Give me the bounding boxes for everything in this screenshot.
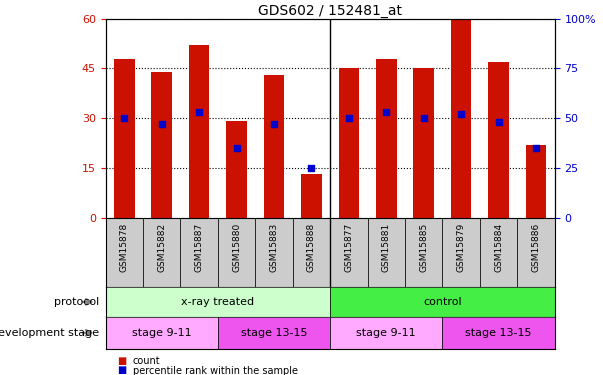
Bar: [414, 68, 434, 218]
Bar: [114, 58, 134, 217]
Bar: [405, 217, 443, 287]
Text: GSM15882: GSM15882: [157, 223, 166, 272]
Text: GSM15884: GSM15884: [494, 223, 503, 272]
Text: GSM15880: GSM15880: [232, 223, 241, 272]
Point: [194, 109, 204, 115]
Text: protocol: protocol: [54, 297, 99, 307]
Text: x-ray treated: x-ray treated: [182, 297, 254, 307]
Text: GSM15888: GSM15888: [307, 223, 316, 272]
Bar: [330, 287, 555, 317]
Text: GSM15877: GSM15877: [344, 223, 353, 272]
Text: GSM15885: GSM15885: [419, 223, 428, 272]
Bar: [376, 58, 397, 217]
Point: [306, 165, 316, 171]
Bar: [106, 287, 330, 317]
Bar: [526, 145, 546, 218]
Point: [232, 145, 241, 151]
Bar: [151, 72, 172, 217]
Point: [157, 121, 166, 127]
Bar: [301, 174, 322, 217]
Text: ■: ■: [118, 366, 127, 375]
Point: [344, 115, 354, 121]
Bar: [443, 317, 555, 349]
Text: stage 9-11: stage 9-11: [132, 328, 192, 338]
Point: [269, 121, 279, 127]
Bar: [330, 317, 443, 349]
Text: GSM15886: GSM15886: [531, 223, 540, 272]
Bar: [106, 317, 218, 349]
Bar: [189, 45, 209, 218]
Bar: [255, 217, 292, 287]
Bar: [264, 75, 284, 217]
Bar: [330, 217, 368, 287]
Point: [531, 145, 541, 151]
Point: [119, 115, 129, 121]
Bar: [368, 217, 405, 287]
Point: [419, 115, 429, 121]
Bar: [292, 217, 330, 287]
Text: GSM15881: GSM15881: [382, 223, 391, 272]
Point: [494, 119, 504, 125]
Text: count: count: [133, 356, 160, 366]
Bar: [517, 217, 555, 287]
Point: [382, 109, 391, 115]
Bar: [451, 19, 472, 217]
Text: GSM15883: GSM15883: [270, 223, 279, 272]
Text: GSM15879: GSM15879: [456, 223, 466, 272]
Title: GDS602 / 152481_at: GDS602 / 152481_at: [258, 4, 402, 18]
Text: GSM15887: GSM15887: [195, 223, 204, 272]
Text: GSM15878: GSM15878: [120, 223, 129, 272]
Text: development stage: development stage: [0, 328, 99, 338]
Text: stage 13-15: stage 13-15: [241, 328, 308, 338]
Bar: [443, 217, 480, 287]
Text: ■: ■: [118, 356, 127, 366]
Bar: [143, 217, 180, 287]
Bar: [488, 62, 509, 217]
Point: [456, 111, 466, 117]
Bar: [106, 217, 143, 287]
Text: control: control: [423, 297, 462, 307]
Bar: [218, 217, 255, 287]
Text: percentile rank within the sample: percentile rank within the sample: [133, 366, 298, 375]
Bar: [338, 68, 359, 218]
Text: stage 13-15: stage 13-15: [466, 328, 532, 338]
Bar: [218, 317, 330, 349]
Text: stage 9-11: stage 9-11: [356, 328, 416, 338]
Bar: [180, 217, 218, 287]
Bar: [480, 217, 517, 287]
Bar: [226, 122, 247, 218]
